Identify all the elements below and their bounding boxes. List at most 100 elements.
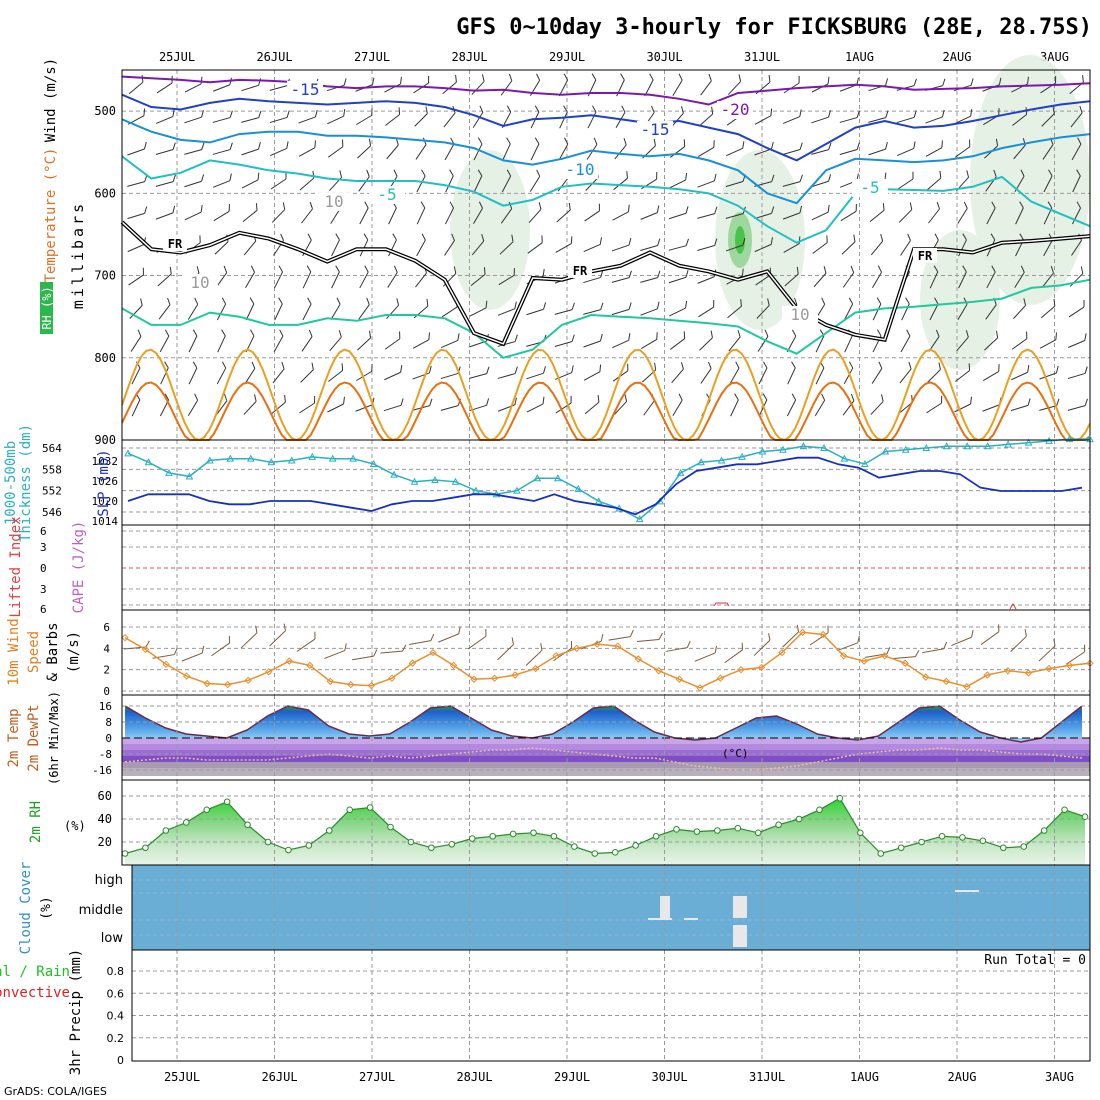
wind10-barb-flag [201, 645, 205, 654]
wind-barb [758, 361, 768, 385]
wind-barb [358, 169, 370, 192]
thickness-point [390, 470, 398, 478]
wind-barb-flag [393, 265, 398, 273]
wind-barb [782, 142, 803, 155]
wind-barb [155, 109, 175, 124]
wind-barb-shaft [440, 372, 459, 380]
thickness-point [533, 474, 542, 482]
wind-barb [241, 110, 262, 123]
wind-barb-flag [368, 330, 372, 338]
cloud-ytick: high [95, 873, 123, 888]
wind10-point [675, 675, 684, 683]
wind-barb-flag [884, 172, 887, 180]
wind-barb [554, 302, 575, 315]
wind-barb-shaft [127, 212, 145, 220]
wind10-barb [893, 650, 920, 660]
wind-barb-flag [255, 203, 258, 211]
wind-barb-shaft [416, 175, 426, 193]
wind-barb-shaft [299, 402, 315, 414]
wind-barb-flag [1076, 169, 1081, 177]
wind10-point [449, 661, 458, 670]
wind-barb-flag [939, 170, 942, 179]
temp-area [125, 706, 1082, 742]
wind-barb [414, 106, 428, 127]
wind-barb [727, 299, 742, 319]
wind-barb-shaft [957, 304, 968, 320]
wind-barb-shaft [155, 181, 174, 187]
rh-point [1040, 827, 1048, 834]
wind10-barb-flag [998, 624, 1000, 632]
wind10-point [511, 671, 519, 679]
wind-barb-flag [506, 105, 512, 113]
wind-barb [670, 331, 686, 350]
wind-barb-shaft [212, 117, 231, 123]
wind-barb-shaft [184, 83, 202, 93]
footer-credit: GrADS: COLA/IGES [4, 1085, 107, 1098]
temp2m-ylabel2: 2m DewPt [26, 704, 42, 771]
wind-barb-shaft [754, 212, 772, 220]
rh-shading [450, 150, 530, 310]
wind-barb-shaft [813, 272, 827, 288]
rh-point [325, 827, 333, 834]
wind10-barb-flag [1084, 644, 1086, 652]
wind-barb-flag [850, 265, 855, 273]
rh-point [509, 830, 517, 838]
wind-barb-flag [343, 78, 347, 86]
wind-barb-flag [762, 361, 768, 369]
wind-barb-flag [249, 297, 255, 305]
wind-barb [896, 110, 917, 124]
wind-barb-shaft [786, 399, 797, 417]
wind-barb [357, 138, 372, 159]
temp-band [122, 744, 1090, 750]
wind-barb [899, 361, 912, 384]
wind-barb [472, 105, 484, 128]
wind-barb-shaft [443, 112, 456, 128]
wind-barb-flag [827, 76, 830, 85]
wind-barb-shaft [384, 83, 401, 93]
wind-barb-shaft [298, 147, 316, 157]
rh-point [550, 832, 558, 840]
wind10-point [531, 664, 540, 673]
wind10-barb [636, 632, 663, 642]
wind-barb-shaft [412, 339, 430, 349]
wind10-point [593, 640, 601, 648]
wind-barb-flag [623, 137, 627, 146]
wind-barb [730, 393, 739, 417]
wind-barb-flag [794, 297, 798, 305]
wind10-barb-flag [915, 650, 920, 657]
rh-point [734, 824, 742, 832]
wind10-barb-shaft [608, 636, 631, 641]
cloud-bar [648, 918, 672, 920]
wind-barb-shaft [444, 240, 455, 256]
wind-barb [583, 237, 603, 253]
wind10-point [429, 648, 437, 657]
wind-barb [388, 233, 397, 257]
wind-barb [500, 73, 513, 96]
thickness-point [861, 459, 869, 467]
rh-point [387, 823, 394, 831]
wind10-barb-shaft [951, 636, 972, 647]
wind-barb-shaft [583, 243, 601, 253]
rh-point [1061, 806, 1068, 814]
wind-barb-flag [541, 235, 543, 243]
wind-barb-flag [563, 105, 568, 113]
wind10-barb-flag [971, 629, 974, 638]
wind-barb [956, 330, 969, 352]
wind-barb-flag [877, 265, 882, 273]
wind-barb [301, 201, 313, 224]
wind-barb-shaft [501, 175, 512, 193]
wind-barb-shaft [128, 81, 144, 95]
wind-barb [640, 205, 660, 220]
wind-barb [245, 265, 255, 289]
wind-barb-shaft [184, 116, 202, 124]
wind10-ytick: 6 [103, 621, 110, 634]
wind-barb-flag [398, 107, 401, 115]
wind-barb [782, 174, 803, 187]
wind10-barb-shaft [1010, 635, 1027, 652]
wind-barb-flag [1027, 398, 1031, 406]
wind-barb-shaft [700, 80, 712, 96]
wind-barb-flag [905, 297, 910, 305]
contour-label: -15 [291, 80, 320, 99]
wind-barb-shaft [958, 271, 967, 289]
wind-barb-flag [137, 329, 142, 337]
